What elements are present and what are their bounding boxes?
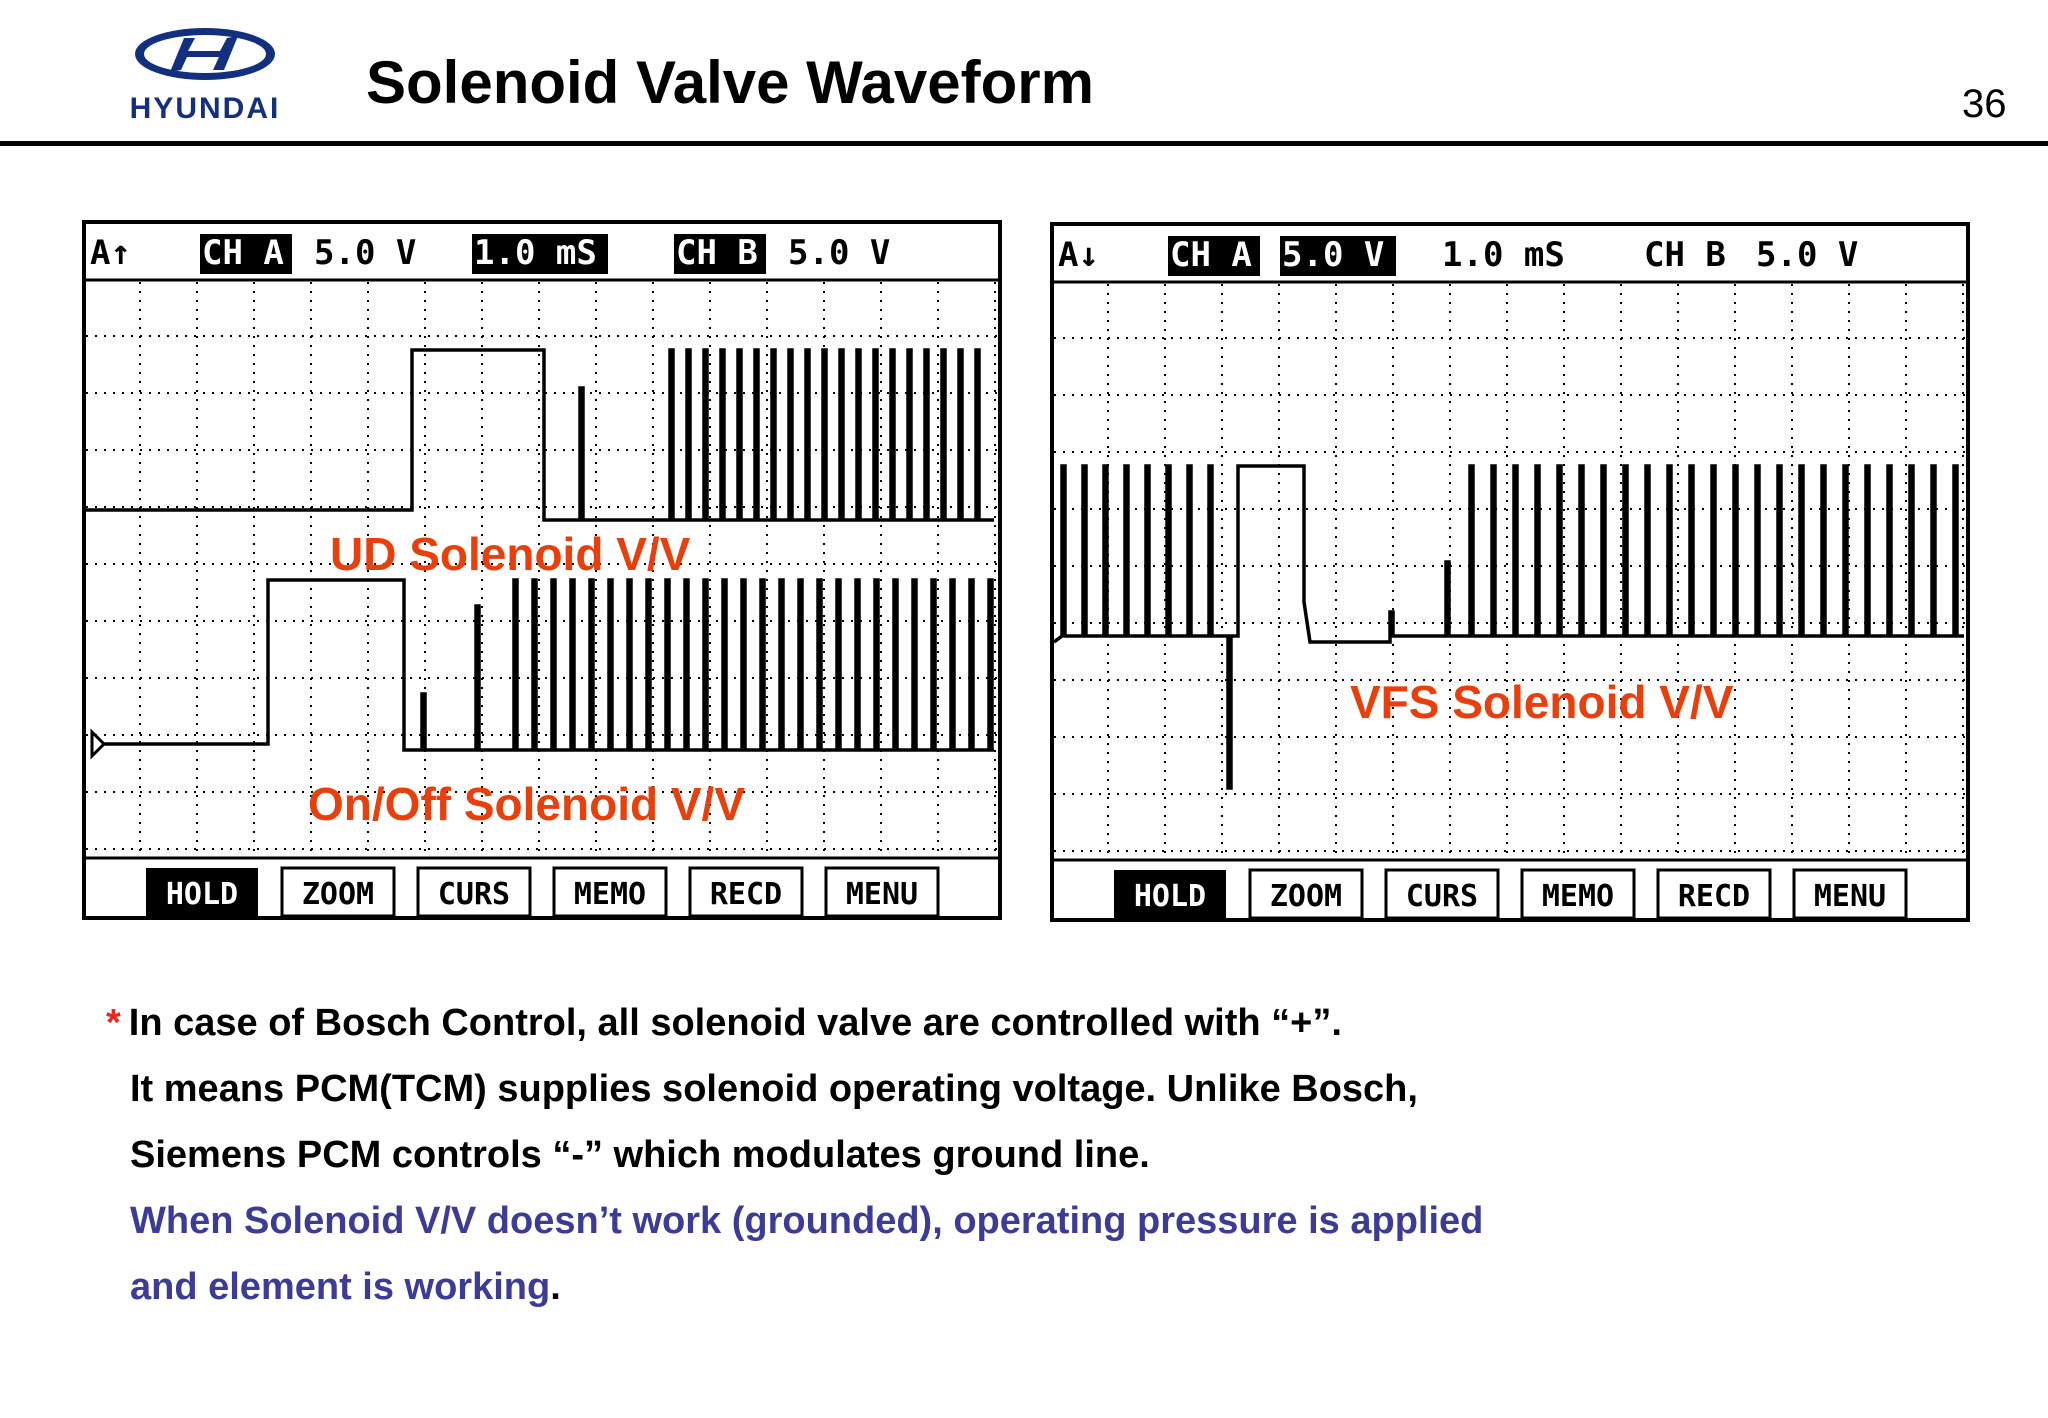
- page-title: Solenoid Valve Waveform: [366, 49, 1094, 116]
- channel-a-label: CH A: [202, 233, 284, 273]
- curs-button-label: CURS: [1406, 879, 1478, 914]
- curs-button[interactable]: [1384, 868, 1500, 920]
- channel-a-label: CH A: [1170, 235, 1252, 275]
- header-divider: [0, 141, 2048, 146]
- note-line-4: When Solenoid V/V doesn’t work (grounded…: [130, 1200, 1484, 1242]
- bullet-star: *: [106, 1002, 121, 1044]
- scope-button-bar: HOLD ZOOM CURS MEMO RECD MENU: [146, 866, 940, 918]
- note-line-2: It means PCM(TCM) supplies solenoid oper…: [130, 1068, 1418, 1110]
- hold-button[interactable]: [146, 868, 258, 916]
- memo-button[interactable]: [1520, 868, 1636, 920]
- menu-button-label: MENU: [1814, 879, 1886, 914]
- vfs-solenoid-waveform: [1052, 464, 1964, 790]
- timebase-value: 1.0 mS: [1442, 235, 1565, 275]
- menu-button[interactable]: [824, 866, 940, 918]
- note-line-3: Siemens PCM controls “-” which modulates…: [130, 1134, 1150, 1176]
- onoff-solenoid-label: On/Off Solenoid V/V: [308, 778, 745, 830]
- menu-button[interactable]: [1792, 868, 1908, 920]
- ground-marker-icon: [90, 728, 107, 760]
- zoom-button-label: ZOOM: [1270, 879, 1342, 914]
- scope-button-bar: HOLD ZOOM CURS MEMO RECD MENU: [1114, 868, 1908, 920]
- note-line-5: and element is working.: [130, 1266, 561, 1308]
- trigger-indicator: A↑: [90, 233, 131, 273]
- memo-button-label: MEMO: [1542, 879, 1614, 914]
- channel-b-label: CH B: [676, 233, 758, 273]
- note-line-1: * In case of Bosch Control, all solenoid …: [106, 1002, 1342, 1044]
- recd-button[interactable]: [688, 866, 804, 918]
- memo-button-label: MEMO: [574, 877, 646, 912]
- zoom-button[interactable]: [1248, 868, 1364, 920]
- ud-solenoid-waveform: [86, 348, 994, 522]
- onoff-solenoid-waveform: [104, 578, 994, 752]
- ud-solenoid-label: UD Solenoid V/V: [330, 528, 691, 580]
- notes-block: * In case of Bosch Control, all solenoid …: [106, 990, 1483, 1320]
- curs-button-label: CURS: [438, 877, 510, 912]
- hold-button[interactable]: [1114, 870, 1226, 918]
- hyundai-logo: HYUNDAI: [100, 26, 310, 126]
- menu-button-label: MENU: [846, 877, 918, 912]
- channel-b-volts: 5.0 V: [788, 233, 890, 273]
- zoom-button-label: ZOOM: [302, 877, 374, 912]
- brand-wordmark: HYUNDAI: [130, 92, 281, 125]
- scope-screen-right: A↓ CH A 5.0 V 1.0 mS CH B 5.0 V VFS Sole…: [1050, 222, 1970, 922]
- zoom-button[interactable]: [280, 866, 396, 918]
- hold-button-label: HOLD: [1134, 879, 1206, 914]
- channel-b-label: CH B: [1644, 235, 1726, 275]
- recd-button[interactable]: [1656, 868, 1772, 920]
- recd-button-label: RECD: [1678, 879, 1750, 914]
- channel-a-volts: 5.0 V: [314, 233, 416, 273]
- curs-button[interactable]: [416, 866, 532, 918]
- channel-a-volts: 5.0 V: [1282, 235, 1384, 275]
- recd-button-label: RECD: [710, 877, 782, 912]
- hold-button-label: HOLD: [166, 877, 238, 912]
- scope-screen-left: A↑ CH A 5.0 V 1.0 mS CH B 5.0 V UD Solen…: [82, 220, 1002, 920]
- memo-button[interactable]: [552, 866, 668, 918]
- vfs-solenoid-label: VFS Solenoid V/V: [1350, 676, 1734, 728]
- trigger-indicator: A↓: [1058, 235, 1099, 275]
- scope-grid: [86, 282, 998, 856]
- timebase-value: 1.0 mS: [474, 233, 597, 273]
- channel-b-volts: 5.0 V: [1756, 235, 1858, 275]
- page-number: 36: [1962, 82, 2007, 126]
- scope-grid: [1054, 284, 1966, 858]
